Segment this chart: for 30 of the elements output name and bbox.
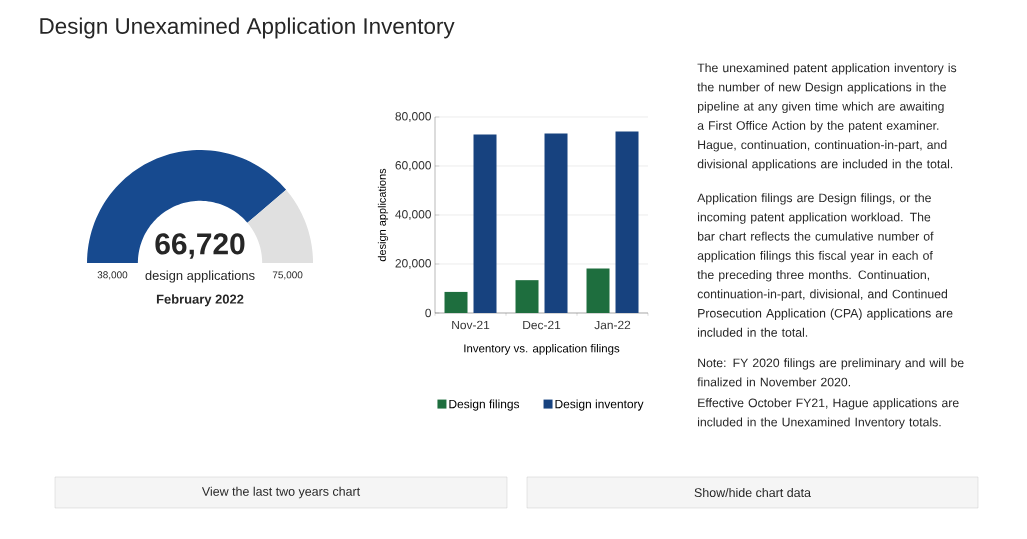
bar — [544, 133, 568, 313]
x-axis-title: Inventory vs. application filings — [464, 344, 620, 355]
y-tick-label: 60,000 — [395, 161, 432, 171]
text: Note: FY 2020 filings are preliminary and will be finalized in November 2020. — [697, 358, 964, 387]
bar — [615, 131, 639, 313]
text: View the last two years chart — [201, 486, 361, 499]
text: Show/hide chart data — [694, 487, 811, 498]
y-tick-label: 80,000 — [395, 112, 432, 122]
text: 75,000 — [272, 271, 303, 280]
legend-label: Design inventory — [555, 399, 644, 411]
text: February 2022 — [156, 294, 244, 307]
bar — [515, 280, 539, 313]
y-tick-label: 0 — [425, 308, 432, 318]
y-tick-label: 20,000 — [395, 259, 432, 269]
bar — [444, 291, 468, 313]
bar — [586, 268, 610, 313]
y-tick-label: 40,000 — [395, 210, 432, 220]
x-tick-label: Nov-21 — [452, 320, 490, 330]
bar — [473, 134, 497, 313]
x-tick-label: Jan-22 — [594, 320, 631, 330]
text: Application filings are Design filings, or the incoming patent application workload. The bar chart reflects the cumulative number of application filings this fiscal year in each of the preceding three months. Continuation, continuation-in-part, divisional, and Continued Prosecution Application (CPA) applications are included in the total. — [697, 193, 953, 337]
chart-title: Design Unexamined Application Inventory — [40, 17, 455, 39]
text: design applications — [145, 270, 255, 283]
legend-label: Design filings — [449, 399, 520, 411]
text: 38,000 — [97, 271, 128, 280]
text: Effective October FY21, Hague applications are included in the Unexamined Inventory totals. — [698, 398, 959, 429]
text: 66,720 — [155, 233, 245, 259]
y-axis-title: design applications — [377, 168, 389, 262]
text: The unexamined patent application inventory is the number of new Design applications in the pipeline at any given time which are awaiting a First Office Action by the patent examiner. Hague, continuation, continuation-in-part, and divisional applications are included in the total. — [697, 63, 957, 171]
x-tick-label: Dec-21 — [523, 320, 561, 330]
